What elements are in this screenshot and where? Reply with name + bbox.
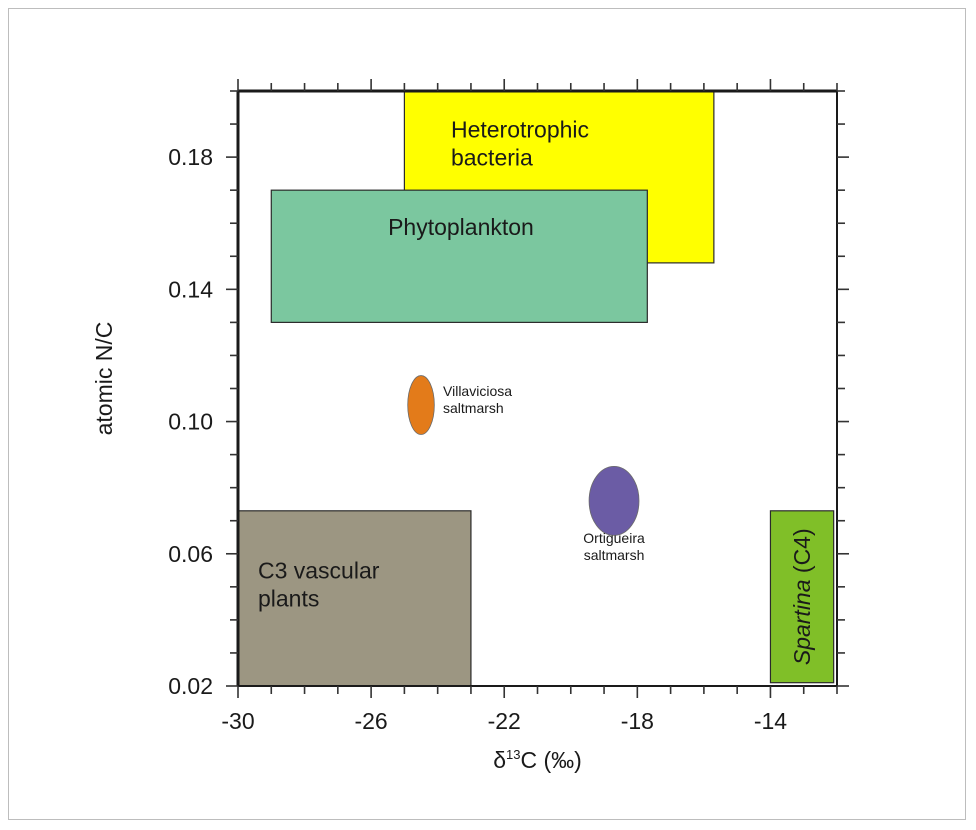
region-label-phytoplankton: Phytoplankton bbox=[388, 214, 534, 240]
y-tick-label: 0.14 bbox=[168, 276, 213, 302]
x-tick-label: -26 bbox=[354, 708, 387, 734]
y-axis-label: atomic N/C bbox=[91, 322, 117, 436]
region-label-heterotrophic-bacteria: Heterotrophic bacteria bbox=[451, 116, 589, 170]
point-villaviciosa bbox=[407, 375, 435, 435]
region-label-c3-vascular-plants: C3 vascular plants bbox=[258, 558, 380, 612]
y-tick-label: 0.06 bbox=[168, 541, 213, 567]
x-tick-label: -18 bbox=[621, 708, 654, 734]
region-spartina-c4 bbox=[769, 510, 835, 684]
x-axis-label: δ13C (‰) bbox=[493, 747, 582, 773]
point-label-ortigueira: Ortigueira saltmarsh bbox=[583, 530, 645, 563]
point-label-villaviciosa: Villaviciosa saltmarsh bbox=[443, 383, 512, 416]
region-phytoplankton bbox=[270, 189, 648, 323]
point-ortigueira bbox=[588, 466, 640, 536]
y-tick-label: 0.10 bbox=[168, 409, 213, 435]
y-tick-label: 0.02 bbox=[168, 673, 213, 699]
x-tick-label: -30 bbox=[221, 708, 254, 734]
x-tick-label: -22 bbox=[488, 708, 521, 734]
region-c3-vascular-plants bbox=[237, 510, 472, 687]
x-tick-label: -14 bbox=[754, 708, 787, 734]
region-label-spartina-c4: Spartina (C4) bbox=[789, 528, 815, 665]
y-tick-label: 0.18 bbox=[168, 144, 213, 170]
